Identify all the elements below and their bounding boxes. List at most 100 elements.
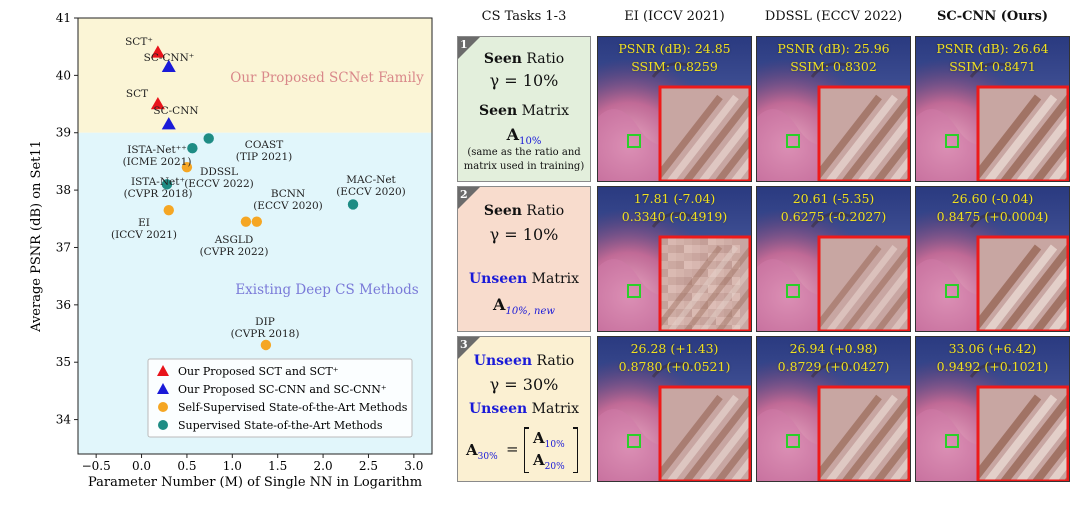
- matrix-letter: A: [506, 125, 520, 144]
- matrix-word: Matrix: [531, 271, 580, 287]
- ratio-line: Seen Ratio: [458, 203, 590, 219]
- data-points: [150, 45, 359, 351]
- ratio-word: Ratio: [526, 203, 565, 219]
- point-annotation: ISTA-Net⁺⁺: [127, 144, 187, 156]
- matrix-subscript: 10%: [519, 136, 542, 148]
- result-image-ddssl-task-3: 26.94 (+0.98) 0.8729 (+0.0427): [756, 336, 911, 482]
- header-ei: EI (ICCV 2021): [624, 9, 725, 24]
- task-corner: [458, 187, 480, 209]
- psnr-value: 26.28 (+1.43): [630, 341, 719, 356]
- ssim-value: 0.8729 (+0.0427): [777, 359, 890, 374]
- data-point-ei: [163, 204, 174, 216]
- psnr-value: PSNR (dB): 26.64: [936, 41, 1049, 56]
- matrix-word: Matrix: [521, 103, 569, 119]
- task-1-description: 1 Seen Ratio γ = 10% Seen Matrix A10% (s…: [457, 36, 591, 182]
- data-point-mac-net: [347, 199, 359, 210]
- result-image-sccnn-task-1: PSNR (dB): 26.64 SSIM: 0.8471: [915, 36, 1070, 182]
- point-annotation: (ICCV 2021): [111, 229, 177, 241]
- psnr-value: 17.81 (-7.04): [633, 191, 716, 206]
- y-tick-label: 34: [56, 413, 72, 427]
- point-annotation: EI: [138, 217, 150, 229]
- point-annotation: (ECCV 2022): [184, 178, 254, 190]
- data-point-ddssl: [181, 161, 193, 173]
- photo-thumbnail: [916, 37, 1069, 181]
- result-image-ei-task-1: PSNR (dB): 24.85 SSIM: 0.8259: [597, 36, 752, 182]
- gamma-value: γ = 30%: [489, 375, 559, 394]
- ratio-word: Ratio: [526, 51, 565, 67]
- x-tick-label: 1.5: [268, 459, 287, 473]
- data-point-dip: [260, 339, 272, 351]
- header-ddssl: DDSSL (ECCV 2022): [764, 9, 903, 24]
- block-row-1: A10%: [533, 429, 565, 450]
- matrix-line: Unseen Matrix: [458, 271, 590, 287]
- block-sub-1: 10%: [544, 440, 565, 450]
- point-annotation: (CVPR 2018): [231, 328, 300, 340]
- point-annotation: SCT: [126, 88, 148, 100]
- psnr-value: 26.94 (+0.98): [789, 341, 878, 356]
- photo-thumbnail: [598, 187, 751, 331]
- x-tick-label: 2.0: [314, 459, 333, 473]
- scatter-chart: Our Proposed SCNet Family Existing Deep …: [29, 11, 433, 490]
- region-scnet-label: Our Proposed SCNet Family: [230, 70, 424, 86]
- matrix-symbol: A30%: [466, 441, 498, 462]
- psnr-value: PSNR (dB): 24.85: [618, 41, 731, 56]
- point-annotation: (ECCV 2020): [336, 186, 406, 198]
- point-annotation: (TIP 2021): [236, 151, 292, 163]
- block-sub-2: 20%: [544, 462, 565, 472]
- ratio-word: Ratio: [536, 353, 575, 369]
- y-tick-label: 41: [56, 11, 71, 25]
- block-matrix-equation: A30% = A10% A20%: [464, 425, 588, 477]
- point-annotation: DIP: [255, 316, 275, 328]
- ssim-value: SSIM: 0.8259: [631, 59, 718, 74]
- block-bracket: A10% A 20%: [524, 427, 578, 473]
- matrix-line: Seen Matrix: [458, 103, 590, 119]
- task-2-description: 2 Seen Ratio γ = 10% Unseen Matrix A10%,…: [457, 186, 591, 332]
- x-tick-label: 0.5: [177, 459, 196, 473]
- task-number: 2: [460, 188, 468, 201]
- matrix-symbol: A10%: [458, 125, 590, 147]
- y-tick-label: 38: [56, 183, 71, 197]
- photo-thumbnail: [757, 187, 910, 331]
- y-tick-label: 40: [56, 68, 71, 82]
- point-annotations: SCT⁺ SC-CNN⁺ SCT SC-CNN COAST(TIP 2021) ISTA-…: [111, 36, 406, 340]
- legend-marker: [157, 383, 169, 394]
- data-point-ista-net: [187, 143, 198, 154]
- matrix-word: Matrix: [531, 401, 580, 417]
- matrix-keyword: Unseen: [468, 271, 528, 287]
- ssim-value: 0.6275 (-0.2027): [780, 209, 887, 224]
- result-image-ei-task-2: 17.81 (-7.04) 0.3340 (-0.4919): [597, 186, 752, 332]
- task-note-2: matrix used in training): [463, 161, 585, 172]
- ratio-keyword: Unseen: [473, 353, 533, 369]
- block-letter-1: A: [533, 429, 545, 447]
- plot-frame: [77, 17, 433, 455]
- x-tick-label: 2.5: [359, 459, 378, 473]
- equals-sign: =: [506, 440, 519, 458]
- result-image-sccnn-task-3: 33.06 (+6.42) 0.9492 (+0.1021): [915, 336, 1070, 482]
- point-annotation: COAST: [245, 139, 283, 151]
- ratio-line: Unseen Ratio: [458, 353, 590, 369]
- result-image-ddssl-task-1: PSNR (dB): 25.96 SSIM: 0.8302: [756, 36, 911, 182]
- result-image-ddssl-task-2: 20.61 (-5.35) 0.6275 (-0.2027): [756, 186, 911, 332]
- photo-thumbnail: [598, 37, 751, 181]
- legend-box: [147, 358, 413, 438]
- header-cs-tasks: CS Tasks 1-3: [481, 9, 567, 24]
- matrix-subscript: 30%: [477, 452, 498, 462]
- photo-thumbnail: [598, 337, 751, 481]
- psnr-value: 20.61 (-5.35): [792, 191, 875, 206]
- legend-label-supervised: Supervised State-of-the-Art Methods: [178, 419, 383, 432]
- y-tick-label: 35: [56, 355, 71, 369]
- y-tick-label: 39: [56, 126, 71, 140]
- photo-thumbnail: [916, 187, 1069, 331]
- data-point-sct: [150, 45, 165, 58]
- matrix-letter: A: [466, 441, 478, 459]
- data-point-ista-net: [161, 179, 173, 190]
- legend-marker: [157, 365, 169, 376]
- ratio-keyword: Seen: [483, 203, 522, 219]
- matrix-line: Unseen Matrix: [458, 401, 590, 417]
- data-point-asgld: [240, 216, 252, 227]
- ratio-line: Seen Ratio: [458, 51, 590, 67]
- ssim-value: 0.8475 (+0.0004): [936, 209, 1049, 224]
- result-image-ei-task-3: 26.28 (+1.43) 0.8780 (+0.0521): [597, 336, 752, 482]
- scatter-chart-panel: Our Proposed SCNet Family Existing Deep …: [0, 0, 448, 504]
- gamma-value: γ = 10%: [489, 71, 559, 90]
